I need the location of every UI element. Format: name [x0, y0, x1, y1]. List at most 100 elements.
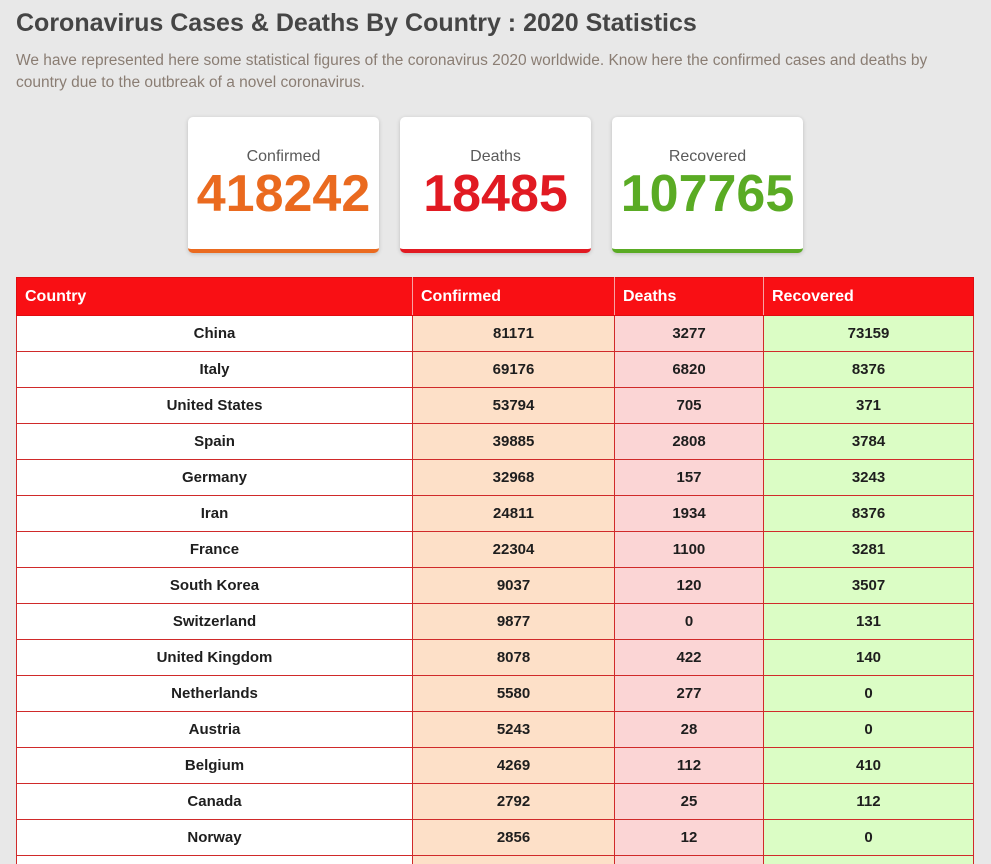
table-row: United Kingdom 8078 422 140 — [16, 639, 974, 676]
deaths-label: Deaths — [470, 148, 521, 165]
confirmed-cell: 2362 — [412, 855, 615, 864]
deaths-cell: 120 — [614, 567, 764, 604]
recovered-cell: 3281 — [763, 531, 974, 568]
recovered-cell: 3507 — [763, 567, 974, 604]
confirmed-value: 418242 — [196, 165, 371, 223]
country-cell: United Kingdom — [16, 639, 413, 676]
table-row: China 81171 3277 73159 — [16, 315, 974, 352]
recovered-card: Recovered 107765 — [612, 117, 803, 253]
confirmed-cell: 2856 — [412, 819, 615, 856]
recovered-cell: 140 — [763, 639, 974, 676]
confirmed-cell: 9877 — [412, 603, 615, 640]
table-row: South Korea 9037 120 3507 — [16, 567, 974, 604]
recovered-cell: 3784 — [763, 423, 974, 460]
table-row: Portugal23623322 — [16, 855, 974, 864]
recovered-cell: 371 — [763, 387, 974, 424]
table-row: United States 53794 705 371 — [16, 387, 974, 424]
country-cell: Netherlands — [16, 675, 413, 712]
recovered-cell: 410 — [763, 747, 974, 784]
recovered-cell: 0 — [763, 819, 974, 856]
country-cell: China — [16, 315, 413, 352]
country-cell: Germany — [16, 459, 413, 496]
confirmed-cell: 32968 — [412, 459, 615, 496]
recovered-cell: 22 — [763, 855, 974, 864]
column-header-country: Country — [16, 277, 413, 316]
country-cell: Switzerland — [16, 603, 413, 640]
confirmed-card: Confirmed 418242 — [188, 117, 379, 253]
country-cell: Austria — [16, 711, 413, 748]
recovered-cell: 0 — [763, 711, 974, 748]
table-row: Netherlands 5580 277 0 — [16, 675, 974, 712]
page-intro: We have represented here some statistica… — [16, 52, 928, 91]
confirmed-cell: 39885 — [412, 423, 615, 460]
deaths-cell: 157 — [614, 459, 764, 496]
recovered-cell: 8376 — [763, 351, 974, 388]
confirmed-cell: 69176 — [412, 351, 615, 388]
confirmed-cell: 5580 — [412, 675, 615, 712]
deaths-cell: 2808 — [614, 423, 764, 460]
deaths-value: 18485 — [423, 165, 568, 223]
deaths-cell: 1934 — [614, 495, 764, 532]
confirmed-label: Confirmed — [246, 148, 321, 165]
recovered-cell: 73159 — [763, 315, 974, 352]
recovered-cell: 0 — [763, 675, 974, 712]
table-body: China 81171 3277 73159 Italy 69176 6820 8376 Uni… — [16, 315, 974, 864]
deaths-cell: 1100 — [614, 531, 764, 568]
confirmed-cell: 9037 — [412, 567, 615, 604]
deaths-cell: 705 — [614, 387, 764, 424]
country-cell: Portugal — [16, 855, 413, 864]
table-row: Spain 39885 2808 3784 — [16, 423, 974, 460]
deaths-cell: 6820 — [614, 351, 764, 388]
summary-cards: Confirmed 418242 Deaths 18485 Recovered … — [188, 117, 803, 253]
recovered-cell: 3243 — [763, 459, 974, 496]
table-row: Italy 69176 6820 8376 — [16, 351, 974, 388]
country-cell: France — [16, 531, 413, 568]
confirmed-cell: 22304 — [412, 531, 615, 568]
confirmed-cell: 8078 — [412, 639, 615, 676]
recovered-value: 107765 — [620, 165, 795, 223]
confirmed-cell: 5243 — [412, 711, 615, 748]
confirmed-cell: 53794 — [412, 387, 615, 424]
table-row: Germany 32968 157 3243 — [16, 459, 974, 496]
table-row: Norway 2856 12 0 — [16, 819, 974, 856]
column-header-confirmed: Confirmed — [412, 277, 615, 316]
country-cell: Belgium — [16, 747, 413, 784]
table-row: Switzerland 9877 0 131 — [16, 603, 974, 640]
country-stats-table: Country Confirmed Deaths Recovered China… — [16, 277, 974, 864]
deaths-cell: 12 — [614, 819, 764, 856]
table-row: Iran 24811 1934 8376 — [16, 495, 974, 532]
confirmed-cell: 24811 — [412, 495, 615, 532]
country-cell: Italy — [16, 351, 413, 388]
deaths-cell: 25 — [614, 783, 764, 820]
confirmed-cell: 4269 — [412, 747, 615, 784]
table-row: Austria 5243 28 0 — [16, 711, 974, 748]
country-cell: South Korea — [16, 567, 413, 604]
table-row: France 22304 1100 3281 — [16, 531, 974, 568]
deaths-cell: 33 — [614, 855, 764, 864]
country-cell: Iran — [16, 495, 413, 532]
deaths-card: Deaths 18485 — [400, 117, 591, 253]
recovered-cell: 8376 — [763, 495, 974, 532]
column-header-deaths: Deaths — [614, 277, 764, 316]
country-cell: United States — [16, 387, 413, 424]
table-row: Belgium 4269 112 410 — [16, 747, 974, 784]
country-cell: Spain — [16, 423, 413, 460]
deaths-cell: 422 — [614, 639, 764, 676]
deaths-cell: 28 — [614, 711, 764, 748]
deaths-cell: 112 — [614, 747, 764, 784]
page-title: Coronavirus Cases & Deaths By Country : … — [16, 9, 697, 37]
recovered-cell: 112 — [763, 783, 974, 820]
confirmed-cell: 81171 — [412, 315, 615, 352]
table-header-row: Country Confirmed Deaths Recovered — [16, 277, 974, 316]
country-cell: Norway — [16, 819, 413, 856]
recovered-label: Recovered — [668, 148, 747, 165]
deaths-cell: 277 — [614, 675, 764, 712]
deaths-cell: 0 — [614, 603, 764, 640]
country-cell: Canada — [16, 783, 413, 820]
column-header-recovered: Recovered — [763, 277, 974, 316]
table-row: Canada 2792 25 112 — [16, 783, 974, 820]
confirmed-cell: 2792 — [412, 783, 615, 820]
deaths-cell: 3277 — [614, 315, 764, 352]
recovered-cell: 131 — [763, 603, 974, 640]
